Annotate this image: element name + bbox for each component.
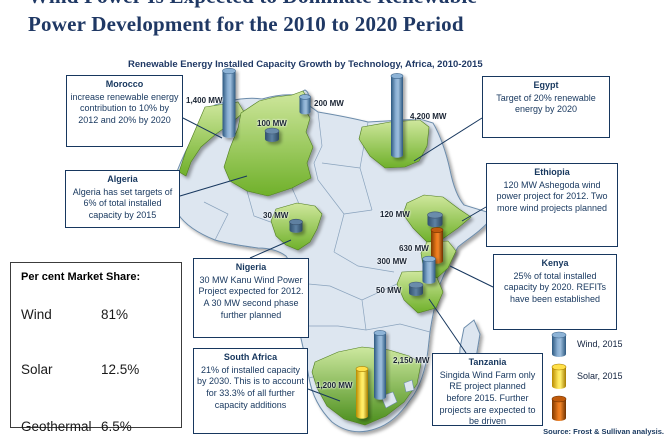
disc-wind-ethiopia (427, 211, 443, 228)
capacity-label-egypt-wind: 4,200 MW (410, 112, 447, 121)
legend: Wind, 2015 Solar, 2015 (549, 328, 667, 424)
callout-morocco: Morocco increase renewable energy contri… (66, 75, 183, 147)
slide-title-line-2: Power Development for the 2010 to 2020 P… (28, 12, 464, 36)
market-share-geothermal-label: Geothermal (21, 419, 92, 434)
bar-wind-tunisia (299, 94, 311, 115)
capacity-label-tanzania-wind: 50 MW (376, 286, 402, 295)
disc-wind-nigeria (289, 218, 303, 233)
callout-connectors (179, 117, 494, 402)
disc-wind-algeria (264, 127, 280, 142)
swaziland-shape (403, 379, 415, 393)
market-share-solar-label: Solar (21, 362, 53, 377)
geothermal-cylinder-icon (551, 395, 567, 421)
capacity-label-tunisia-wind: 200 MW (314, 99, 344, 108)
callout-south-africa: South Africa 21% of installed capacity b… (193, 348, 308, 434)
disc-wind-tanzania (408, 281, 424, 296)
callout-south-africa-title: South Africa (223, 352, 278, 362)
country-algeria-tunisia (223, 90, 314, 197)
callout-kenya: Kenya 25% of total installed capacity by… (493, 254, 617, 330)
bar-solar-south-africa (355, 366, 369, 419)
capacity-label-algeria-wind: 100 MW (257, 119, 287, 128)
market-share-box: Per cent Market Share: Wind 81% Solar 12… (10, 262, 182, 434)
legend-wind-label: Wind, 2015 (577, 339, 623, 349)
callout-nigeria-body: 30 MW Kanu Wind Power Project expected f… (198, 274, 304, 320)
callout-egypt-body: Target of 20% renewable energy by 2020 (496, 92, 596, 115)
capacity-label-south-africa-solar: 1,200 MW (316, 381, 353, 390)
capacity-label-south-africa-wind: 2,150 MW (393, 356, 430, 365)
market-share-geothermal-value: 6.5% (101, 419, 132, 434)
capacity-label-kenya-geothermal: 630 MW (399, 244, 429, 253)
callout-tanzania: Tanzania Singida Wind Farm only RE proje… (432, 353, 543, 426)
market-share-row-solar: Solar 12.5% (21, 362, 171, 377)
callout-morocco-title: Morocco (105, 79, 144, 89)
market-share-wind-label: Wind (21, 307, 52, 322)
callout-kenya-body: 25% of total installed capacity by 2020.… (503, 270, 607, 305)
capacity-label-kenya-wind: 300 MW (377, 257, 407, 266)
legend-item-geothermal (549, 392, 667, 424)
callout-egypt: Egypt Target of 20% renewable energy by … (482, 76, 610, 138)
legend-item-wind: Wind, 2015 (549, 328, 667, 360)
wind-cylinder-icon (551, 331, 567, 357)
capacity-label-morocco-wind: 1,400 MW (186, 96, 223, 105)
callout-ethiopia-title: Ethiopia (534, 167, 570, 177)
bar-wind-south-africa (373, 330, 387, 400)
callout-ethiopia-body: 120 MW Ashegoda wind power project for 2… (496, 179, 608, 214)
solar-cylinder-icon (551, 363, 567, 389)
market-share-solar-value: 12.5% (101, 362, 140, 377)
capacity-bars (222, 67, 444, 419)
callout-algeria-body: Algeria has set targets of 6% of total i… (72, 186, 173, 221)
market-share-row-wind: Wind 81% (21, 307, 171, 322)
callout-morocco-body: increase renewable energy contribution t… (70, 91, 179, 126)
callout-tanzania-body: Singida Wind Farm only RE project planne… (439, 369, 536, 427)
capacity-label-ethiopia-wind: 120 MW (380, 210, 410, 219)
callout-tanzania-title: Tanzania (468, 357, 507, 367)
source-note: Source: Frost & Sullivan analysis. (543, 427, 664, 436)
callout-algeria-title: Algeria (107, 174, 138, 184)
callout-algeria: Algeria Algeria has set targets of 6% of… (65, 170, 180, 228)
map-chart-title: Renewable Energy Installed Capacity Grow… (128, 59, 483, 70)
legend-item-solar: Solar, 2015 (549, 360, 667, 392)
callout-nigeria-title: Nigeria (235, 262, 267, 272)
market-share-heading: Per cent Market Share: (21, 271, 141, 283)
callout-south-africa-body: 21% of installed capacity by 2030. This … (197, 364, 304, 410)
capacity-label-nigeria-wind: 30 MW (263, 211, 289, 220)
callout-ethiopia: Ethiopia 120 MW Ashegoda wind power proj… (486, 163, 618, 247)
market-share-wind-value: 81% (101, 307, 129, 322)
slide-title-line-1: Wind Power Is Expected to Dominate Renew… (28, 0, 477, 9)
legend-solar-label: Solar, 2015 (577, 371, 623, 381)
callout-kenya-title: Kenya (541, 258, 569, 268)
callout-egypt-title: Egypt (533, 80, 559, 90)
bar-wind-morocco (222, 67, 236, 138)
bar-wind-kenya (422, 255, 436, 284)
bar-wind-egypt (390, 73, 404, 158)
market-share-row-geothermal: Geothermal 6.5% (21, 419, 171, 434)
callout-nigeria: Nigeria 30 MW Kanu Wind Power Project ex… (193, 258, 309, 338)
